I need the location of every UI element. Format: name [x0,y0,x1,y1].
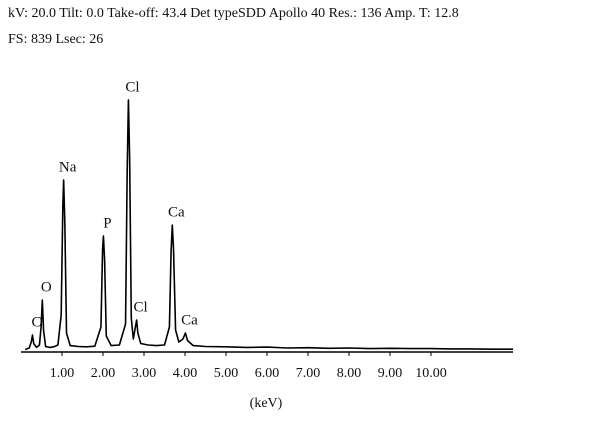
x-tick-label: 2.00 [91,366,116,381]
peak-label: Na [59,159,77,175]
peak-label: C [31,315,41,331]
x-tick-label: 7.00 [296,366,321,381]
x-tick-label: 4.00 [173,366,198,381]
x-tick-label: 8.00 [337,366,362,381]
header-line: kV: 20.0 Tilt: 0.0 Take-off: 43.4 Det ty… [8,6,459,21]
x-tick-label: 6.00 [255,366,280,381]
x-tick-label: 10.00 [415,366,447,381]
peak-label: O [41,279,52,295]
peak-label: Ca [168,204,185,220]
x-tick-label: 5.00 [214,366,239,381]
x-tick-label: 3.00 [132,366,157,381]
x-tick-label: 1.00 [50,366,75,381]
peak-label: Cl [125,79,139,95]
peak-label: Ca [181,312,198,328]
x-axis-label: (keV) [250,396,283,411]
spectrum-line [24,99,513,351]
header-line: FS: 839 Lsec: 26 [8,32,103,47]
x-tick-label: 9.00 [378,366,403,381]
peak-label: Cl [134,300,148,316]
peak-label: P [103,216,111,232]
